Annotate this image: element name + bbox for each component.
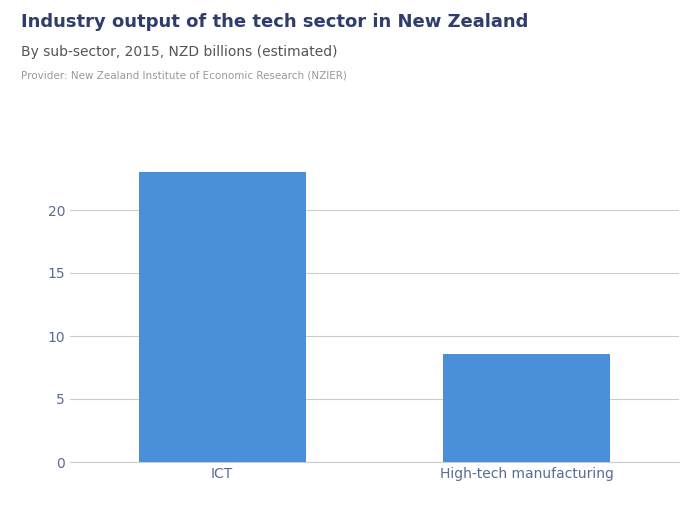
Text: By sub-sector, 2015, NZD billions (estimated): By sub-sector, 2015, NZD billions (estim…	[21, 45, 337, 59]
Bar	[139, 172, 306, 462]
Bar	[443, 354, 610, 462]
Text: Provider: New Zealand Institute of Economic Research (NZIER): Provider: New Zealand Institute of Econo…	[21, 71, 347, 81]
Text: Industry output of the tech sector in New Zealand: Industry output of the tech sector in Ne…	[21, 13, 528, 31]
Text: figure.nz: figure.nz	[587, 16, 663, 30]
